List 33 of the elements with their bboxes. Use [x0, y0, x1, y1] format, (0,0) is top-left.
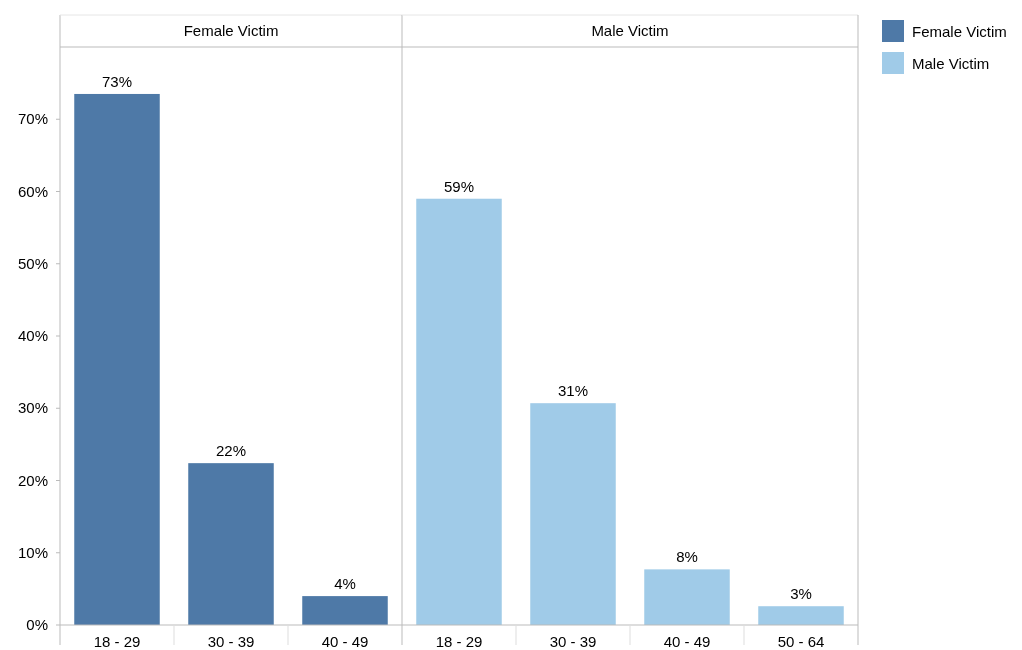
- chart-title: Male Victim: [591, 22, 669, 39]
- y-tick-label: 60%: [17, 182, 48, 200]
- chart-title: Female Victim: [183, 22, 279, 39]
- x-tick-label: 18 - 29: [93, 633, 141, 650]
- bar: [758, 606, 844, 625]
- data-label: 22%: [215, 442, 247, 460]
- x-tick-label: 30 - 39: [207, 633, 255, 650]
- data-label: 59%: [443, 177, 475, 195]
- x-tick-label: 50 - 64: [777, 633, 825, 650]
- data-label: 8%: [676, 548, 698, 566]
- y-tick-label: 10%: [17, 543, 48, 561]
- y-tick-label: 50%: [17, 254, 48, 272]
- y-tick-label: 20%: [17, 471, 48, 489]
- bar: [644, 569, 730, 625]
- y-tick-label: 0%: [26, 616, 48, 633]
- bar: [302, 596, 388, 625]
- y-tick-label: 40%: [17, 327, 48, 344]
- y-tick-label: 30%: [17, 399, 48, 417]
- x-tick-label: 18 - 29: [435, 633, 483, 650]
- y-tick-label: 70%: [17, 110, 48, 128]
- x-tick-label: 40 - 49: [663, 633, 711, 650]
- data-label: 73%: [101, 72, 133, 90]
- data-label: 3%: [790, 585, 812, 603]
- x-tick-label: 30 - 39: [549, 633, 597, 650]
- data-label: 4%: [334, 575, 356, 593]
- x-tick-label: 40 - 49: [321, 633, 369, 650]
- legend-label: Male Victim: [912, 55, 990, 72]
- data-label: 31%: [557, 382, 589, 400]
- bar: [416, 198, 502, 625]
- bar: [188, 463, 274, 625]
- bar: [74, 93, 160, 625]
- legend-label: Female Victim: [912, 23, 1007, 40]
- bar: [530, 403, 616, 625]
